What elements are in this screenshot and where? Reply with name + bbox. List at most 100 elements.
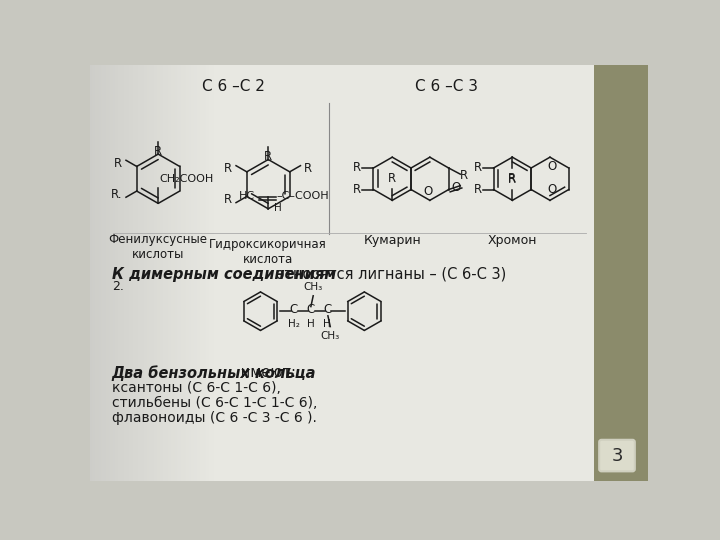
Bar	[155, 65, 157, 481]
Text: R: R	[224, 162, 233, 176]
Bar	[211, 65, 212, 481]
Bar	[192, 65, 194, 481]
Bar	[203, 65, 204, 481]
Bar	[206, 65, 208, 481]
Text: Хромон: Хромон	[487, 234, 537, 247]
Text: H: H	[307, 319, 315, 329]
Text: C: C	[289, 303, 298, 316]
Bar	[172, 65, 174, 481]
Text: R: R	[474, 183, 482, 196]
Text: HC: HC	[239, 191, 255, 201]
Bar	[152, 65, 153, 481]
Bar	[212, 65, 214, 481]
Text: O: O	[548, 160, 557, 173]
Text: CH₂COOH: CH₂COOH	[160, 174, 214, 184]
Text: R: R	[508, 173, 516, 186]
Text: Гидроксикоричная
кислота: Гидроксикоричная кислота	[210, 238, 327, 266]
Text: R: R	[460, 169, 468, 182]
Text: H: H	[274, 204, 282, 213]
FancyBboxPatch shape	[599, 440, 635, 471]
Text: имеют:: имеют:	[235, 365, 296, 380]
Bar	[104, 65, 106, 481]
Bar	[200, 65, 202, 481]
Bar	[188, 65, 189, 481]
Bar	[113, 65, 114, 481]
Text: C: C	[324, 303, 332, 316]
Text: R.: R.	[111, 188, 122, 201]
Text: C: C	[307, 303, 315, 316]
Bar	[120, 65, 121, 481]
Text: –C–COOH: –C–COOH	[276, 192, 328, 201]
Bar	[107, 65, 109, 481]
Bar	[129, 65, 130, 481]
Bar	[180, 65, 181, 481]
Bar	[145, 65, 148, 481]
Text: R: R	[154, 145, 162, 158]
Bar	[117, 65, 118, 481]
Text: Фенилуксусные
кислоты: Фенилуксусные кислоты	[109, 233, 207, 261]
Text: R: R	[264, 150, 272, 163]
Bar	[140, 65, 141, 481]
Bar	[102, 65, 104, 481]
Bar	[121, 65, 122, 481]
Text: R: R	[114, 157, 122, 170]
Bar	[114, 65, 117, 481]
Text: H: H	[323, 319, 330, 329]
Bar	[168, 65, 169, 481]
Bar	[110, 65, 112, 481]
Bar	[181, 65, 183, 481]
Text: R: R	[474, 161, 482, 174]
Bar	[169, 65, 171, 481]
Bar	[126, 65, 127, 481]
Bar	[199, 65, 200, 481]
Text: флавоноиды (С 6 -С 3 -С 6 ).: флавоноиды (С 6 -С 3 -С 6 ).	[112, 411, 317, 426]
Text: C 6 –C 3: C 6 –C 3	[415, 79, 478, 94]
Bar	[133, 65, 135, 481]
Bar	[135, 65, 137, 481]
Bar	[194, 65, 195, 481]
Bar	[195, 65, 197, 481]
Bar	[179, 65, 180, 481]
Text: Кумарин: Кумарин	[364, 234, 421, 247]
Bar	[163, 65, 164, 481]
Text: R: R	[388, 172, 396, 185]
Bar	[158, 65, 160, 481]
Bar	[132, 65, 133, 481]
Bar	[161, 65, 163, 481]
Bar	[109, 65, 110, 481]
Text: C 6 –C 2: C 6 –C 2	[202, 79, 265, 94]
Bar	[153, 65, 155, 481]
Bar	[171, 65, 172, 481]
Bar	[143, 65, 144, 481]
Bar	[197, 65, 199, 481]
Text: CH₃: CH₃	[320, 331, 340, 341]
Bar	[204, 65, 206, 481]
Bar	[93, 65, 94, 481]
Bar	[164, 65, 166, 481]
Bar	[175, 65, 177, 481]
Bar	[118, 65, 120, 481]
Bar	[148, 65, 149, 481]
Bar	[191, 65, 192, 481]
Text: O: O	[548, 183, 557, 196]
Bar	[130, 65, 132, 481]
Bar	[91, 65, 93, 481]
Bar	[186, 65, 188, 481]
Text: 3: 3	[611, 447, 623, 465]
Bar	[210, 65, 211, 481]
Bar	[99, 65, 101, 481]
Bar	[157, 65, 158, 481]
Text: 2.: 2.	[112, 280, 124, 293]
Bar	[90, 65, 91, 481]
Text: R: R	[353, 161, 361, 174]
Bar	[160, 65, 161, 481]
Bar	[101, 65, 102, 481]
Bar	[94, 65, 96, 481]
Bar	[183, 65, 184, 481]
Bar	[149, 65, 150, 481]
Bar	[124, 65, 126, 481]
Bar	[166, 65, 168, 481]
Text: R: R	[304, 162, 312, 176]
Text: Два бензольных кольца: Два бензольных кольца	[112, 365, 316, 381]
Text: R: R	[353, 183, 361, 196]
